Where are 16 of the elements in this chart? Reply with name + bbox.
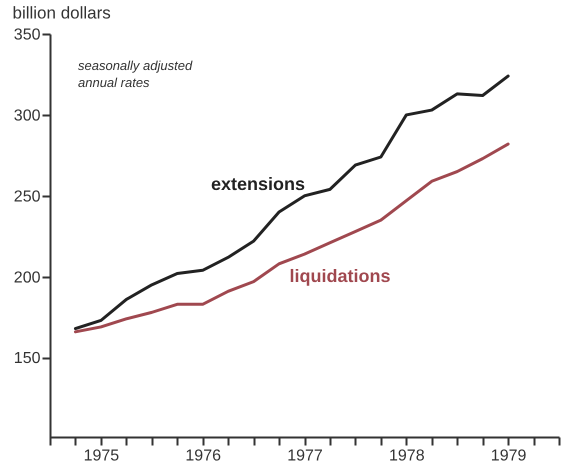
line-series	[74, 74, 510, 330]
y-tick-label: 350	[14, 26, 41, 44]
x-tick-label: 1977	[287, 448, 323, 462]
series-label: liquidations	[290, 266, 390, 286]
x-tick-label: 1976	[185, 448, 222, 462]
y-tick-label: 200	[14, 269, 41, 286]
x-tick-label: 1978	[389, 448, 425, 462]
y-axis-title: billion dollars	[12, 4, 111, 22]
x-tick-label: 1979	[490, 448, 526, 462]
series-label: extensions	[210, 174, 306, 194]
y-tick-label: 250	[14, 188, 41, 206]
x-tick-label: 1975	[84, 448, 120, 462]
line-series	[74, 142, 510, 334]
y-tick-label: 150	[14, 350, 41, 368]
y-tick-label: 300	[14, 107, 41, 124]
annotation: seasonally adjusted annual rates	[78, 58, 193, 90]
